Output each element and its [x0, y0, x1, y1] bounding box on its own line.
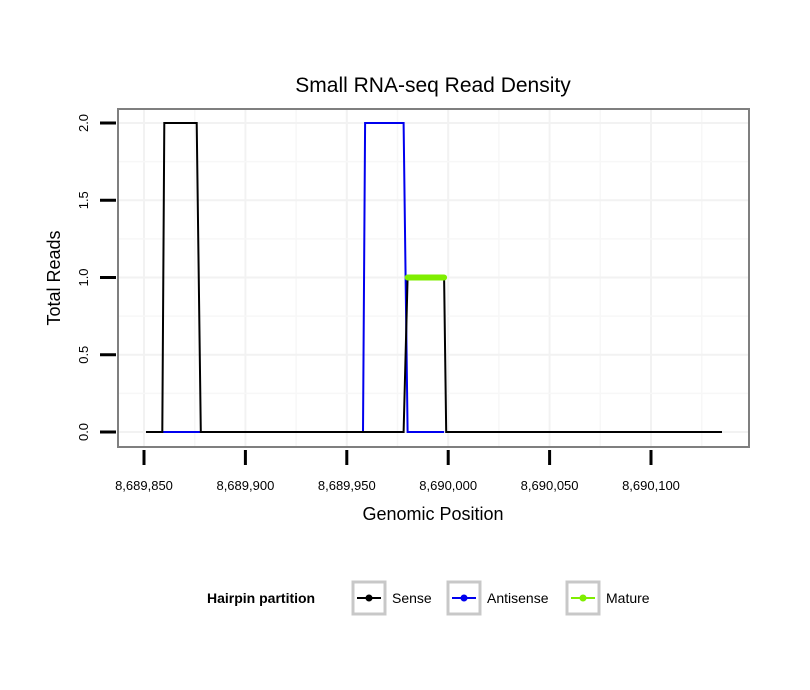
x-axis: 8,689,850 8,689,900 8,689,950 8,690,000 8,69… [115, 450, 680, 493]
legend-label-antisense: Antisense [487, 590, 549, 606]
x-tick-label: 8,689,950 [318, 478, 376, 493]
legend-item-sense: Sense [351, 580, 432, 616]
legend-dot-sense [365, 594, 373, 602]
legend: Hairpin partition Sense Antisense Mature [207, 580, 650, 616]
x-tick-label: 8,689,850 [115, 478, 173, 493]
y-tick-label: 2.0 [76, 114, 91, 132]
series-line-sense [146, 122, 722, 433]
y-tick-label: 1.5 [76, 191, 91, 209]
legend-item-mature: Mature [565, 580, 650, 616]
plot-border [117, 108, 750, 448]
legend-dot-mature [579, 594, 587, 602]
legend-label-sense: Sense [392, 590, 432, 606]
legend-title: Hairpin partition [207, 590, 315, 606]
x-axis-title: Genomic Position [362, 504, 503, 524]
x-tick-label: 8,689,900 [216, 478, 274, 493]
grid-lines [118, 109, 749, 447]
series-layer [146, 122, 722, 433]
x-tick-label: 8,690,050 [521, 478, 579, 493]
chart-title: Small RNA-seq Read Density [295, 74, 571, 97]
y-axis-title: Total Reads [44, 230, 64, 325]
x-tick-label: 8,690,100 [622, 478, 680, 493]
y-tick-label: 1.0 [76, 268, 91, 286]
legend-dot-antisense [460, 594, 468, 602]
plot-panel [117, 108, 750, 448]
x-tick-label: 8,690,000 [419, 478, 477, 493]
legend-label-mature: Mature [606, 590, 650, 606]
legend-item-antisense: Antisense [446, 580, 549, 616]
y-tick-label: 0.0 [76, 423, 91, 441]
y-axis: 0.0 0.5 1.0 1.5 2.0 [76, 114, 116, 441]
y-tick-label: 0.5 [76, 346, 91, 364]
